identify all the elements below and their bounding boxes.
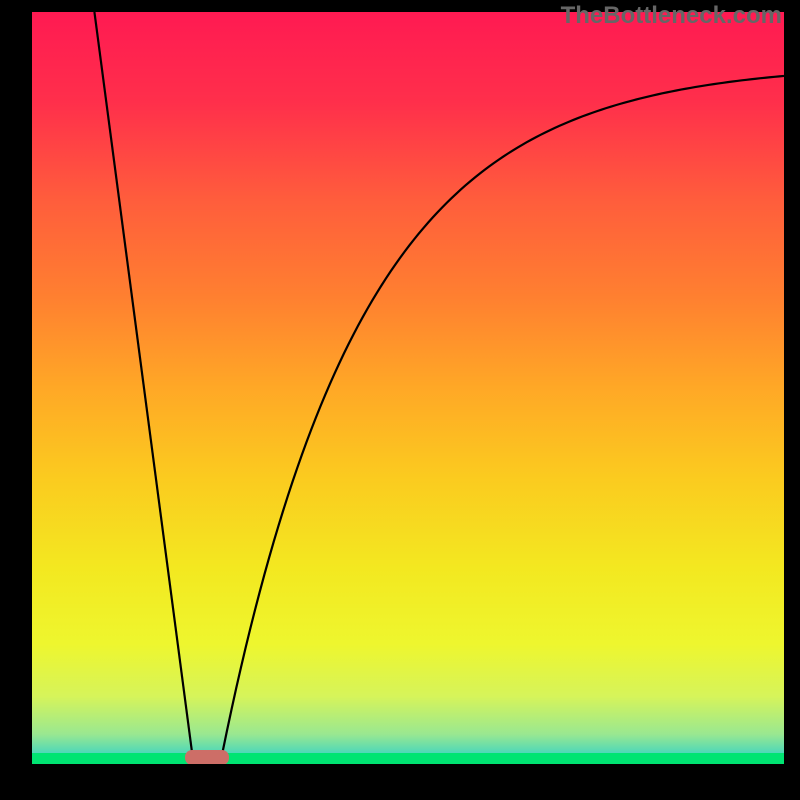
bottleneck-curve xyxy=(32,12,784,764)
chart-container: TheBottleneck.com xyxy=(0,0,800,800)
watermark-label: TheBottleneck.com xyxy=(561,2,782,30)
plot-area xyxy=(32,12,784,764)
optimal-point-marker xyxy=(185,750,229,764)
